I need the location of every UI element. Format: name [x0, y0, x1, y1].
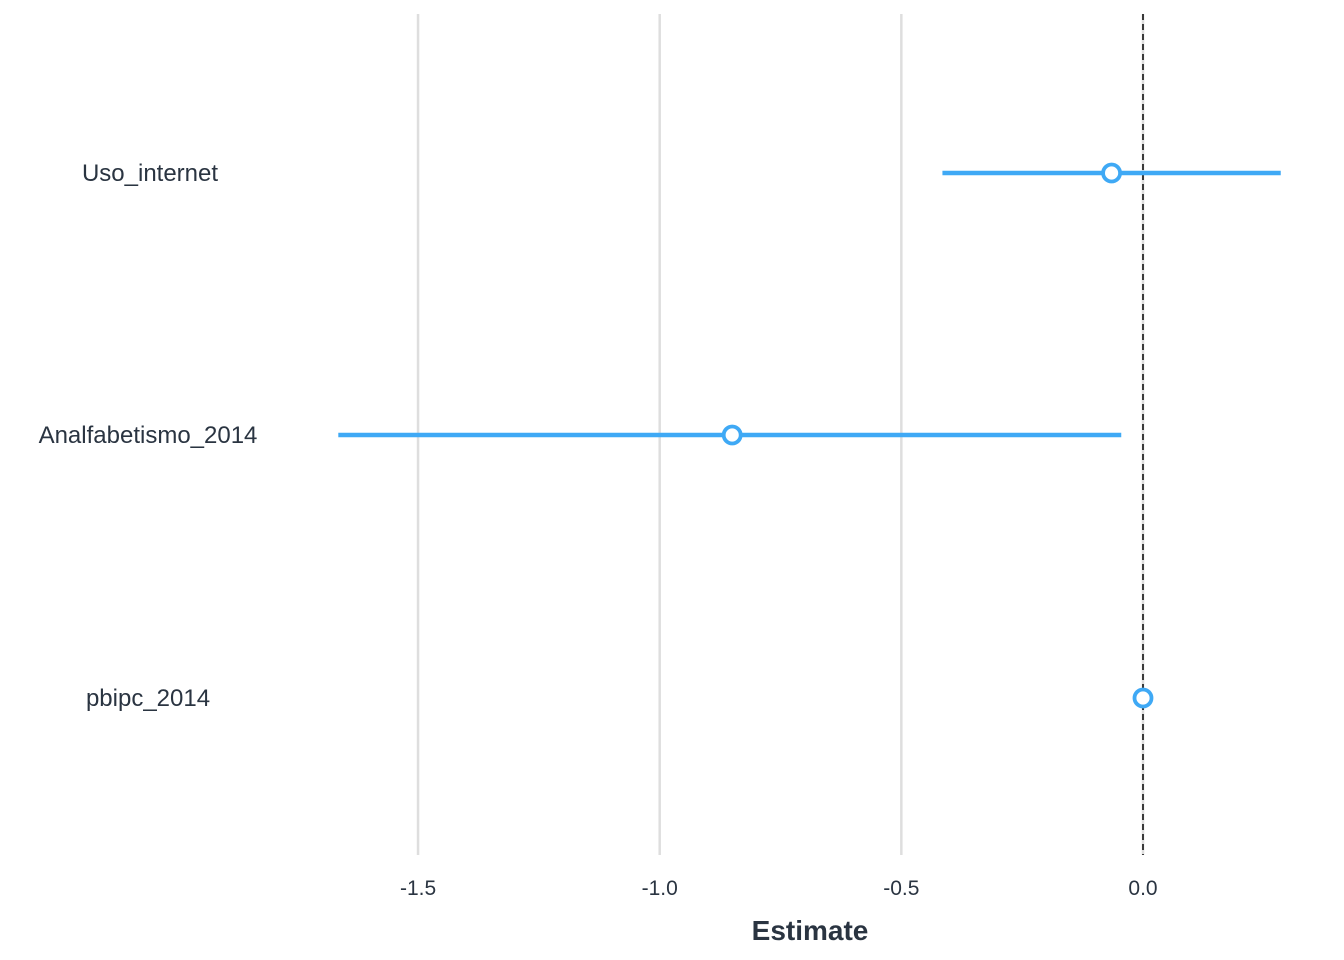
y-axis-categories: Uso_internet Analfabetismo_2014 pbipc_2014 [39, 160, 258, 712]
x-tick-label: -1.0 [642, 877, 678, 900]
estimate-marks [338, 162, 1281, 709]
estimate-point [721, 424, 743, 446]
category-label: pbipc_2014 [86, 685, 210, 712]
category-label: Uso_internet [82, 160, 218, 187]
x-axis-ticks: -1.5 -1.0 -0.5 0.0 [400, 877, 1158, 900]
estimate-point [1132, 687, 1154, 709]
x-tick-label: -0.5 [883, 877, 919, 900]
category-label: Analfabetismo_2014 [39, 422, 258, 449]
x-axis-title: Estimate [752, 915, 869, 946]
x-tick-label: -1.5 [400, 877, 436, 900]
x-tick-label: 0.0 [1128, 877, 1157, 900]
estimate-point [1101, 162, 1122, 184]
